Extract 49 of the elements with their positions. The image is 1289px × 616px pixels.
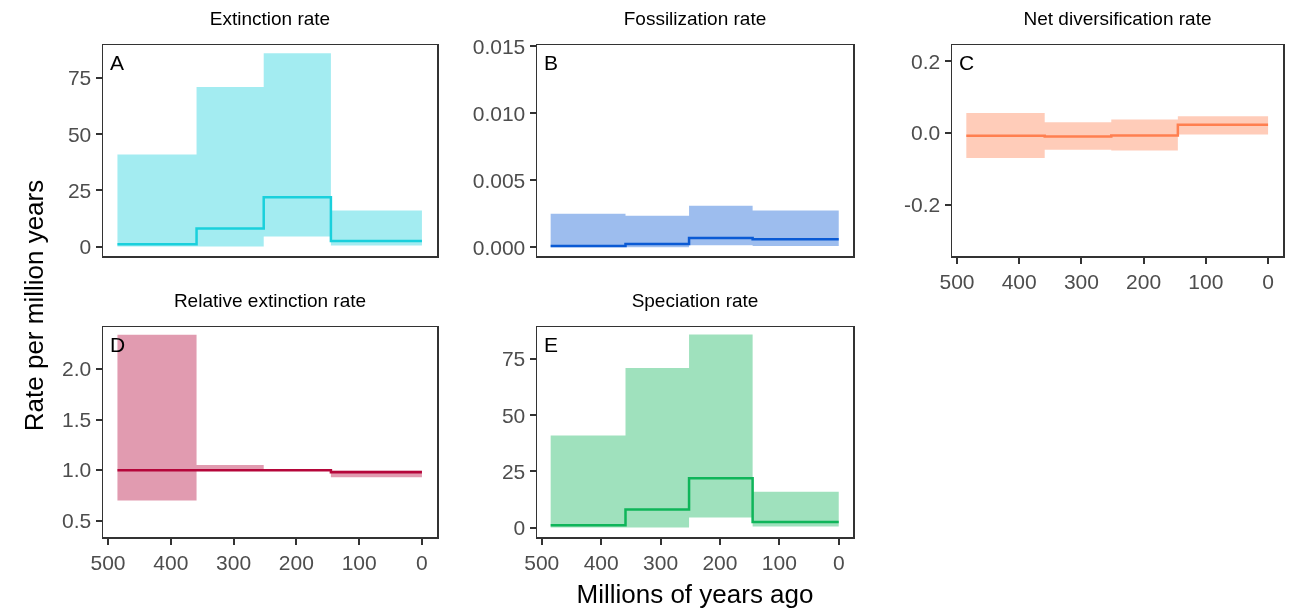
x-tick-label: 300 <box>216 550 252 574</box>
y-tick-label: 75 <box>501 347 526 371</box>
chart-title: Fossilization rate <box>623 8 767 30</box>
y-tick-label: 1.0 <box>62 458 92 482</box>
x-tick-label: 200 <box>278 550 314 574</box>
y-tick-label: 0.5 <box>62 508 92 532</box>
y-tick-label: 50 <box>501 403 526 427</box>
x-tick-label: 100 <box>1188 269 1224 293</box>
annotation: C <box>959 51 975 74</box>
x-tick-label: 500 <box>939 269 975 293</box>
x-tick-label: 400 <box>153 550 189 574</box>
y-tick-label: 0.0 <box>911 121 941 145</box>
y-tick-label: -0.2 <box>904 192 941 216</box>
x-tick-label: 200 <box>1126 269 1162 293</box>
y-tick-label: 0.010 <box>472 101 526 125</box>
x-tick-label: 0 <box>1262 269 1274 293</box>
y-tick-label: 0.015 <box>472 34 526 58</box>
y-tick-label: 1.5 <box>62 407 92 431</box>
y-tick-label: 50 <box>67 122 92 146</box>
y-tick-label: 2.0 <box>62 357 92 381</box>
x-tick-label: 300 <box>1063 269 1099 293</box>
y-tick-label: 75 <box>67 66 92 90</box>
y-tick-label: 0.000 <box>472 235 526 259</box>
chart-title: Speciation rate <box>631 290 759 312</box>
x-tick-label: 500 <box>524 550 560 574</box>
x-tick-label: 300 <box>643 550 679 574</box>
y-tick-label: 0 <box>513 515 526 539</box>
chart-title: Extinction rate <box>209 8 331 30</box>
y-tick-label: 0.2 <box>911 49 941 73</box>
annotation: B <box>544 51 559 74</box>
annotation: A <box>110 51 125 74</box>
annotation: E <box>544 333 559 356</box>
x-tick-label: 0 <box>832 550 845 574</box>
x-tick-label: 500 <box>90 550 126 574</box>
y-tick-label: 25 <box>67 178 92 202</box>
y-tick-label: 0.005 <box>472 168 526 192</box>
annotation: D <box>110 333 126 356</box>
chart-title: Net diversification rate <box>1023 8 1212 30</box>
chart-title: Relative extinction rate <box>173 290 367 312</box>
x-tick-label: 100 <box>761 550 797 574</box>
x-tick-label: 0 <box>416 550 428 574</box>
x-tick-label: 400 <box>1001 269 1037 293</box>
x-tick-label: 100 <box>341 550 377 574</box>
y-tick-label: 0 <box>79 234 92 258</box>
x-tick-label: 200 <box>702 550 738 574</box>
x-tick-label: 400 <box>583 550 619 574</box>
x-axis-title: Millions of years ago <box>576 579 814 610</box>
y-tick-label: 25 <box>501 459 526 483</box>
y-axis-title: Rate per million years <box>18 179 50 431</box>
